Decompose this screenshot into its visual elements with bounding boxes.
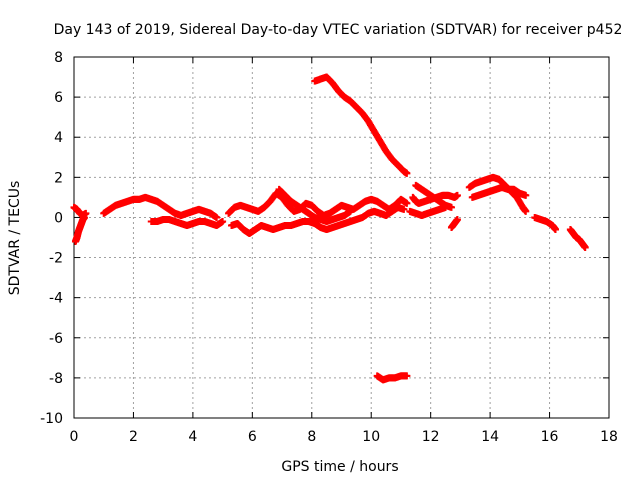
- data-point: [581, 244, 589, 252]
- y-tick-label: 2: [54, 170, 63, 186]
- data-point: [403, 199, 411, 207]
- y-tick-label: -8: [49, 371, 63, 387]
- y-tick-label: -4: [49, 291, 63, 307]
- x-axis-label: GPS time / hours: [281, 459, 398, 475]
- x-tick-label: 10: [362, 429, 380, 445]
- data-point: [80, 213, 88, 221]
- data-point: [213, 213, 221, 221]
- data-point: [522, 207, 530, 215]
- data-point: [82, 209, 90, 217]
- y-tick-label: 6: [54, 90, 63, 106]
- y-tick-label: 4: [54, 130, 63, 146]
- chart-title: Day 143 of 2019, Sidereal Day-to-day VTE…: [54, 22, 623, 38]
- plot-frame: [73, 56, 610, 419]
- y-tick-label: 8: [54, 50, 63, 66]
- x-tick-label: 2: [129, 429, 138, 445]
- x-tick-label: 16: [541, 429, 559, 445]
- data-point: [552, 225, 559, 233]
- y-tick-label: -6: [49, 331, 63, 347]
- data-point: [346, 207, 354, 215]
- data-point: [522, 191, 530, 199]
- data-point: [453, 215, 461, 223]
- x-tick-labels: 0 2 4 6 8 10 12 14 16 18: [70, 429, 618, 445]
- x-tick-label: 6: [248, 429, 257, 445]
- data-point: [400, 205, 408, 213]
- y-tick-labels: -10 -8 -6 -4 -2 0 2 4 6 8: [40, 50, 63, 427]
- data-point: [447, 203, 455, 211]
- x-tick-label: 0: [70, 429, 79, 445]
- x-tick-label: 4: [188, 429, 197, 445]
- data-point: [403, 169, 411, 177]
- x-tick-label: 14: [481, 429, 499, 445]
- data-points: [70, 73, 589, 384]
- data-point: [403, 372, 411, 380]
- data-point: [442, 203, 450, 211]
- y-axis-label: SDTVAR / TECUs: [7, 181, 23, 296]
- data-point: [453, 191, 461, 199]
- data-point: [219, 217, 227, 225]
- x-tick-label: 12: [422, 429, 440, 445]
- y-tick-label: 0: [54, 210, 63, 226]
- axis-ticks: [73, 56, 610, 419]
- y-tick-label: -2: [49, 251, 63, 267]
- x-tick-label: 18: [600, 429, 618, 445]
- y-tick-label: -10: [40, 411, 63, 427]
- grid: [74, 57, 609, 418]
- x-tick-label: 8: [307, 429, 316, 445]
